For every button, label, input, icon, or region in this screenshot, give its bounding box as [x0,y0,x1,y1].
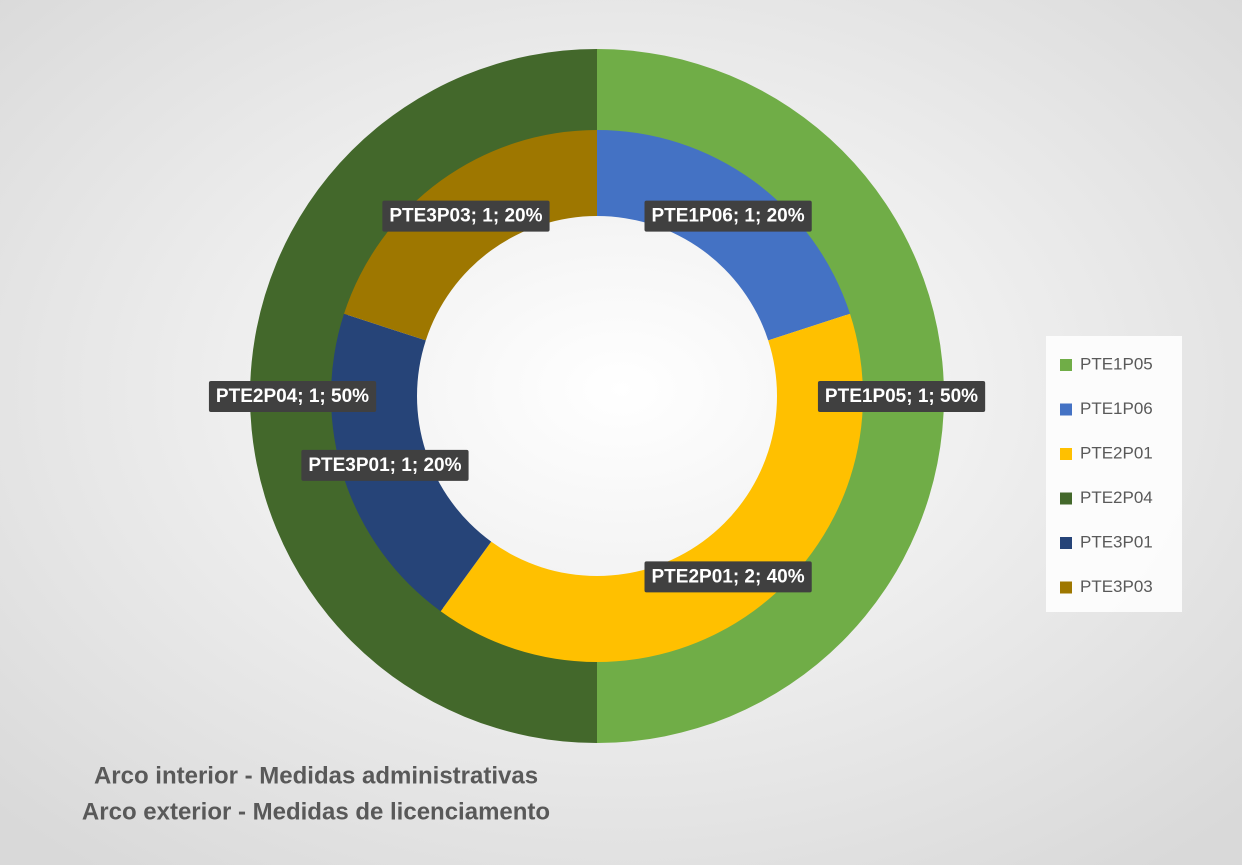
slice [597,49,944,743]
label-box [817,381,986,413]
legend-swatch [1060,537,1072,549]
slice [597,130,850,341]
legend-label: PTE1P05 [1080,354,1153,373]
label-box [382,200,550,232]
data-label: PTE3P03; 1; 20% [389,206,542,227]
legend-swatch [1060,492,1072,505]
data-label: PTE3P01; 1; 20% [308,455,461,476]
data-label: PTE2P01; 2; 40% [652,566,805,587]
labels: PTE1P05; 1; 50% PTE2P04; 1; 50% PTE1P06; 1… [208,200,986,593]
legend-label: PTE1P06 [1080,399,1153,418]
label-box [301,449,469,481]
data-label: PTE1P05; 1; 50% [825,386,978,407]
legend: PTE1P05 PTE1P06 PTE2P01 PTE2P04 PTE3P01 PTE3P… [1060,354,1153,596]
label-box [644,561,812,593]
label-box [644,200,812,232]
annotation: Arco interior - Medidas administrativas [94,762,538,789]
slice [250,49,597,743]
annotation: Arco exterior - Medidas de licenciamento [82,798,550,825]
legend-label: PTE2P04 [1080,488,1153,507]
legend-swatch [1060,403,1072,416]
legend-label: PTE3P03 [1080,577,1153,596]
data-label: PTE2P04; 1; 50% [216,386,369,407]
legend-swatch [1060,581,1072,594]
legend-label: PTE3P01 [1080,532,1153,551]
legend-label: PTE2P01 [1080,443,1153,462]
legend-box [1046,336,1182,612]
legend-swatch [1060,359,1072,371]
slice [344,130,597,341]
data-label: PTE1P06; 1; 20% [652,206,805,227]
legend-swatch [1060,448,1072,460]
label-box [208,381,377,413]
